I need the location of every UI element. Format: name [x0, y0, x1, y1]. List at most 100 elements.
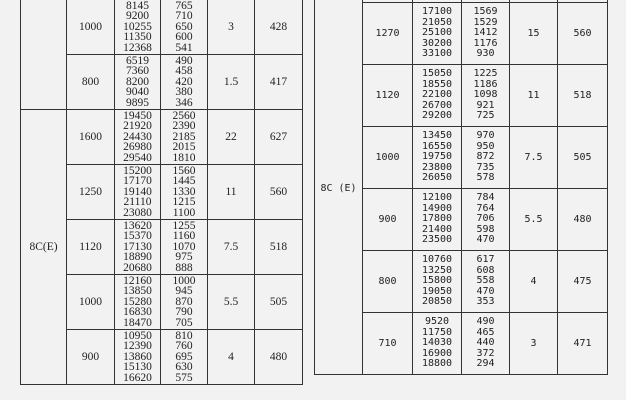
flow-cell: 13620 15370 17130 18890 20680	[114, 219, 161, 275]
value: 558	[476, 275, 495, 287]
value: 20680	[123, 261, 152, 274]
value: 490	[175, 54, 193, 67]
weight-cell: 518	[254, 219, 303, 275]
value: 735	[476, 161, 495, 173]
value: 710	[175, 10, 193, 23]
pressure-cell: 490 465 440 372 294	[461, 312, 510, 375]
table-row: 710 9520 11750 14030 16900 18800 490 465 440 372 2…	[315, 312, 608, 375]
value: 12160	[123, 274, 152, 287]
power-cell: 5.5	[207, 274, 255, 330]
value: 458	[175, 65, 193, 78]
value: 11350	[123, 31, 152, 44]
value: 490	[476, 316, 495, 328]
value: 810	[175, 329, 193, 342]
flow-cell: 6519 7360 8200 9040 9895	[114, 54, 161, 110]
value: 13450	[421, 130, 453, 142]
value: 30200	[421, 37, 453, 49]
value: 1412	[473, 27, 498, 39]
value: 1098	[473, 89, 498, 101]
value: 630	[175, 361, 193, 374]
value: 950	[476, 140, 495, 152]
value: 7360	[126, 65, 149, 78]
value: 872	[476, 151, 495, 163]
table-row: 900 10950 12390 13860 15130 16620 810 760 695 630…	[21, 329, 303, 385]
power-cell: 4	[207, 329, 255, 385]
value: 1445	[172, 175, 196, 188]
value: 1560	[172, 164, 196, 177]
flow-cell: 19450 21920 24430 26980 29540	[114, 109, 161, 165]
table-row: 8C(E) 1600 19450 21920 24430 26980 29540 2560 23…	[20, 109, 303, 385]
power-cell: 5.5	[509, 188, 558, 251]
value: 470	[476, 234, 495, 246]
value: 19750	[421, 151, 453, 163]
weight-cell: 505	[557, 126, 608, 189]
speed-cell: 1600	[66, 109, 115, 165]
value: 33100	[421, 48, 453, 60]
value: 2185	[172, 130, 196, 143]
value: 15200	[123, 164, 152, 177]
weight-cell: 505	[254, 274, 303, 330]
table-row: 1000 8145 9200 10255 11350 12368 765 710 650 600 5…	[20, 0, 303, 110]
pressure-cell: 490 458 420 380 346	[160, 54, 208, 110]
value: 1529	[473, 16, 498, 28]
value: 19050	[421, 285, 453, 297]
table-row: 1120 15050 18550 22100 26700 29200 1225 1186 109…	[315, 64, 608, 127]
pressure-cell: 617 608 558 470 353	[461, 250, 510, 313]
value: 1000	[172, 274, 196, 287]
speed-cell: 1270	[362, 2, 413, 65]
speed-cell: 800	[362, 250, 413, 313]
value: 23500	[421, 234, 453, 246]
model-cell: 8C (E)	[314, 2, 363, 375]
value: 440	[476, 337, 495, 349]
value: 608	[476, 264, 495, 276]
value: 9200	[126, 10, 149, 23]
value: 1070	[172, 240, 196, 253]
value: 695	[175, 350, 193, 363]
value: 12368	[123, 41, 152, 54]
speed-cell: 1000	[362, 126, 413, 189]
value: 1330	[172, 185, 196, 198]
table-row: 800 6519 7360 8200 9040 9895 490 458 420 380 346 1.…	[21, 54, 303, 110]
value: 764	[476, 202, 495, 214]
value: 21110	[123, 196, 152, 209]
value: 29200	[421, 110, 453, 122]
power-cell: 15	[509, 2, 558, 65]
value: 13860	[123, 350, 152, 363]
weight-cell: 480	[254, 329, 303, 385]
value: 10255	[123, 20, 152, 33]
value: 23080	[123, 206, 152, 219]
speed-cell: 1120	[362, 64, 413, 127]
speed-cell: 1250	[66, 164, 115, 220]
value: 18800	[421, 358, 453, 370]
value: 600	[175, 31, 193, 44]
value: 21400	[421, 223, 453, 235]
value: 921	[476, 99, 495, 111]
value: 23800	[421, 161, 453, 173]
speed-cell: 1000	[66, 0, 115, 55]
value: 380	[175, 86, 193, 99]
value: 2015	[172, 141, 196, 154]
value: 12100	[421, 192, 453, 204]
power-cell: 7.5	[207, 219, 255, 275]
value: 9040	[126, 86, 149, 99]
flow-cell: 15050 18550 22100 26700 29200	[412, 64, 462, 127]
value: 1100	[172, 206, 196, 219]
value: 15280	[123, 295, 152, 308]
pressure-cell: 1569 1529 1412 1176 930	[461, 2, 510, 65]
value: 420	[175, 75, 193, 88]
table-row: 800 10760 13250 15800 19050 20850 617 608 558 470…	[315, 250, 608, 313]
pressure-cell: 765 710 650 600 541	[160, 0, 208, 55]
pressure-cell: 784 764 706 598 470	[461, 188, 510, 251]
value: 2560	[172, 109, 196, 122]
power-cell: 7.5	[509, 126, 558, 189]
value: 784	[476, 192, 495, 204]
value: 650	[175, 20, 193, 33]
value: 15130	[123, 361, 152, 374]
flow-cell: 9520 11750 14030 16900 18800	[412, 312, 462, 375]
value: 17130	[123, 240, 152, 253]
value: 470	[476, 285, 495, 297]
flow-cell: 13450 16550 19750 23800 26050	[412, 126, 462, 189]
value: 598	[476, 223, 495, 235]
value: 17800	[421, 213, 453, 225]
weight-cell: 560	[254, 164, 303, 220]
